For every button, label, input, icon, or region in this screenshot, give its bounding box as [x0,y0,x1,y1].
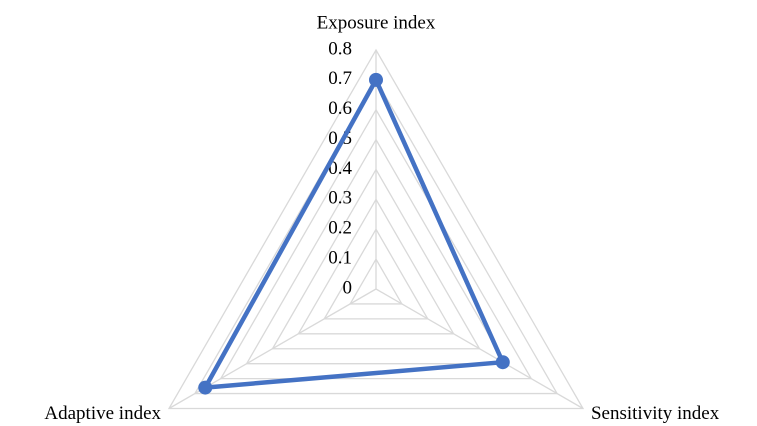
grid-line [219,108,533,380]
y-tick-label: 0.7 [328,68,352,89]
category-label: Sensitivity index [591,403,720,424]
y-tick-label: 0.4 [328,158,352,179]
grid-line [193,78,559,395]
point [369,72,383,87]
y-tick-label: 0.3 [328,188,352,209]
axis-line [375,288,584,410]
y-tick-label: 0.2 [328,218,352,239]
series-line [202,77,506,390]
y-tick-label: 0.1 [328,247,352,268]
grid-line [167,48,585,410]
grid-line [245,138,507,365]
category-label: Adaptive index [44,403,161,424]
point [198,380,213,395]
y-tick-label: 0.6 [328,98,352,119]
category-label: Exposure index [317,12,436,33]
point [495,355,510,370]
grid-line [349,257,403,305]
grid-line [297,198,455,335]
y-tick-label: 0.8 [328,38,352,59]
grid-line [323,227,429,320]
y-tick-label: 0 [343,277,353,298]
grid-line [271,168,481,350]
